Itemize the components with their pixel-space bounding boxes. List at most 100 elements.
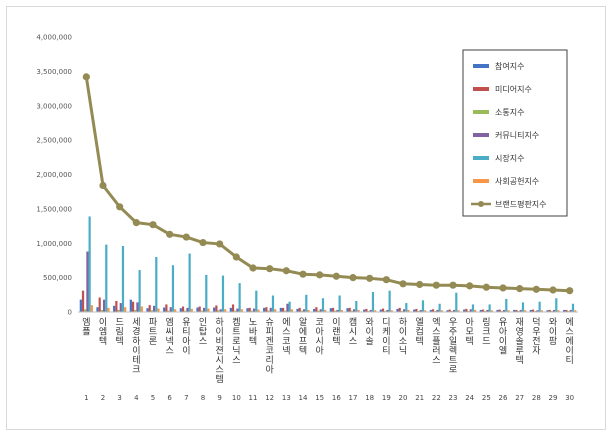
- bar-2: [481, 309, 485, 312]
- bar-5: [88, 216, 91, 312]
- bar-5: [305, 294, 308, 312]
- bar-4: [153, 305, 156, 312]
- brand-index-point: [182, 233, 190, 241]
- bar-3: [384, 310, 387, 312]
- bar-6: [307, 309, 310, 312]
- rank-label: 14: [299, 394, 308, 402]
- bar-6: [324, 309, 327, 312]
- bar-4: [503, 309, 506, 312]
- bar-2: [98, 297, 101, 312]
- bar-4: [419, 309, 422, 312]
- bar-6: [457, 310, 460, 312]
- brand-index-point: [82, 73, 90, 81]
- bar-6: [440, 310, 443, 312]
- bar-2: [248, 307, 251, 313]
- bar-2: [181, 306, 185, 312]
- bar-4: [303, 309, 306, 312]
- brand-index-point: [116, 203, 124, 211]
- rank-label: 17: [349, 394, 358, 402]
- bar-1: [79, 299, 82, 313]
- bar-2: [115, 301, 118, 312]
- legend-swatch: [473, 87, 489, 91]
- bar-3: [167, 310, 170, 313]
- bar-3: [217, 310, 220, 312]
- bar-2: [231, 304, 235, 312]
- brand-index-point: [216, 240, 224, 248]
- bar-3: [100, 309, 103, 312]
- bar-3: [84, 309, 87, 312]
- brand-index-point: [432, 281, 440, 289]
- bar-3: [200, 310, 203, 313]
- rank-label: 16: [332, 394, 341, 402]
- bar-5: [438, 303, 441, 312]
- bar-6: [540, 310, 543, 312]
- y-tick-label: 0: [68, 309, 72, 317]
- bar-4: [253, 308, 256, 312]
- y-tick-label: 3,000,000: [36, 102, 72, 110]
- legend-swatch: [473, 179, 489, 183]
- bar-4: [453, 309, 456, 312]
- legend-label: 커뮤니티지수: [495, 130, 539, 140]
- bar-5: [155, 257, 158, 312]
- rank-label: 25: [482, 394, 491, 402]
- bar-2: [81, 290, 85, 312]
- y-tick-label: 3,500,000: [36, 68, 72, 76]
- brand-index-point: [382, 276, 390, 284]
- legend-label: 사회공헌지수: [495, 177, 539, 186]
- bar-5: [388, 290, 391, 312]
- bar-6: [490, 310, 493, 312]
- bar-6: [190, 308, 193, 312]
- brand-index-point: [549, 286, 557, 294]
- y-tick-label: 500,000: [43, 274, 72, 282]
- legend-label: 참여지수: [495, 61, 524, 71]
- rank-label: 7: [184, 394, 188, 402]
- rank-label: 27: [515, 394, 524, 402]
- bar-6: [107, 307, 110, 313]
- bar-1: [413, 309, 416, 312]
- bar-1: [296, 308, 299, 312]
- bar-1: [363, 309, 366, 312]
- bar-2: [365, 308, 368, 312]
- bar-2: [131, 301, 135, 312]
- bar-4: [203, 307, 206, 313]
- bar-1: [546, 310, 549, 312]
- bar-5: [538, 301, 541, 312]
- bar-1: [279, 307, 282, 313]
- bar-2: [465, 308, 468, 312]
- bar-5: [338, 295, 341, 312]
- bar-4: [336, 309, 339, 312]
- bar-4: [286, 303, 289, 312]
- bar-6: [340, 309, 343, 312]
- bar-6: [474, 309, 477, 312]
- bar-5: [571, 303, 575, 312]
- bar-2: [298, 307, 301, 313]
- rank-label: 19: [382, 394, 391, 402]
- bar-6: [574, 310, 577, 312]
- rank-label: 26: [499, 394, 508, 402]
- bar-6: [290, 309, 293, 312]
- bar-5: [488, 304, 491, 312]
- bar-3: [567, 310, 570, 312]
- bar-1: [446, 310, 449, 312]
- bar-5: [421, 300, 425, 312]
- bar-6: [507, 310, 510, 312]
- bar-5: [355, 301, 358, 312]
- bar-4: [103, 299, 106, 313]
- rank-label: 30: [565, 394, 574, 402]
- rank-label: 21: [415, 394, 424, 402]
- legend-swatch: [473, 133, 489, 137]
- bar-4: [86, 251, 89, 312]
- brand-index-point: [449, 281, 457, 289]
- legend-marker: [478, 201, 484, 207]
